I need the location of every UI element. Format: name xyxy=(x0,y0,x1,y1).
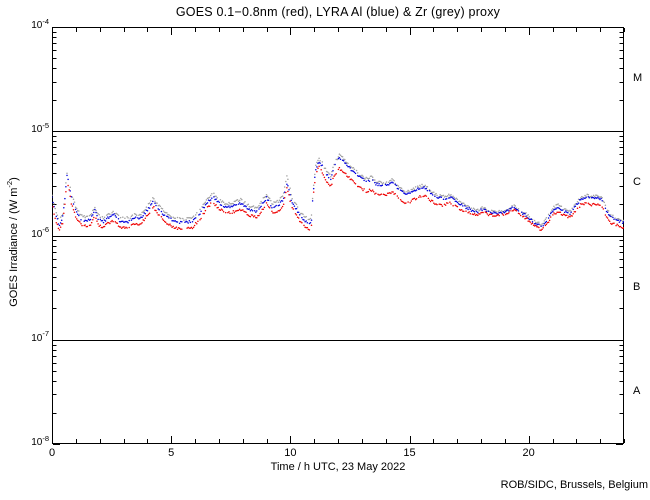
y-tick-label-1e-8: 10-8 xyxy=(31,433,49,448)
data-series-grey xyxy=(52,153,624,227)
flare-class-label-A: A xyxy=(633,384,641,397)
axes xyxy=(52,27,625,445)
x-tick-label-15: 15 xyxy=(403,447,416,459)
flare-class-label-M: M xyxy=(633,72,643,85)
x-tick-label-0: 0 xyxy=(48,447,56,459)
x-axis-label: Time / h UTC, 23 May 2022 xyxy=(270,461,406,473)
y-tick-label-1e-5: 10-5 xyxy=(31,120,49,136)
y-tick-label-1e-6: 10-6 xyxy=(31,225,49,240)
x-tick-label-20: 20 xyxy=(522,447,535,459)
data-series-blue xyxy=(52,156,624,227)
x-tick-label-5: 5 xyxy=(168,447,175,459)
flare-class-label-C: C xyxy=(633,176,641,189)
flare-class-label-B: B xyxy=(633,280,641,293)
x-tick-label-10: 10 xyxy=(284,447,297,459)
y-tick-label-1e-4: 10-4 xyxy=(31,16,49,31)
chart-title: GOES 0.1−0.8nm (red), LYRA Al (blue) & Z… xyxy=(175,5,501,19)
y-tick-label-1e-7: 10-7 xyxy=(31,329,49,344)
credit-text: ROB/SIDC, Brussels, Belgium xyxy=(500,479,648,491)
y-axis-label-exponent: -2 xyxy=(5,180,15,188)
y-axis-label: GOES Irradiance / (W m-2) xyxy=(5,177,20,307)
data-series-red xyxy=(52,165,624,232)
y-axis-label-text: GOES Irradiance / (W m xyxy=(8,187,20,307)
